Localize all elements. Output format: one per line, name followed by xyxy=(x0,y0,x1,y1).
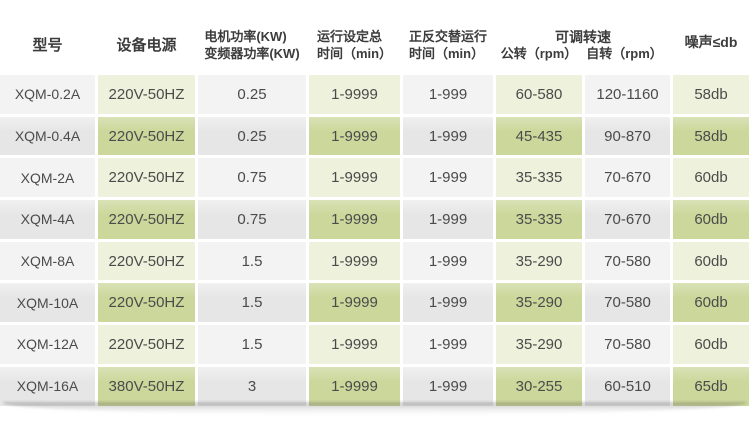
cell-motor-power: 0.25 xyxy=(198,116,306,156)
cell-noise: 60db xyxy=(673,158,749,198)
cell-run-time: 1-9999 xyxy=(309,116,400,156)
cell-noise: 60db xyxy=(673,283,749,323)
cell-run-time: 1-9999 xyxy=(309,200,400,239)
cell-power-supply: 220V-50HZ xyxy=(98,75,195,114)
cell-noise: 60db xyxy=(673,200,749,239)
cell-model: XQM-0.4A xyxy=(0,116,95,156)
table-header-row: 型号 设备电源 电机功率(KW) 变频器功率(KW) 运行设定总 时间（min）… xyxy=(0,10,749,72)
cell-model: XQM-2A xyxy=(0,158,95,198)
cell-run-time: 1-9999 xyxy=(309,325,400,364)
cell-alt-time: 1-999 xyxy=(403,283,493,323)
cell-rotation-speed: 70-670 xyxy=(585,200,670,239)
cell-power-supply: 220V-50HZ xyxy=(98,325,195,364)
cell-power-supply: 220V-50HZ xyxy=(98,200,195,239)
cell-motor-power: 1.5 xyxy=(198,241,306,281)
cell-rotation-speed: 90-870 xyxy=(585,116,670,156)
header-run-time-line1: 运行设定总 xyxy=(316,29,382,45)
cell-noise: 65db xyxy=(673,366,749,406)
header-alt-time: 正反交替运行 时间（min） xyxy=(403,10,493,72)
cell-motor-power: 0.75 xyxy=(198,200,306,239)
table-row: XQM-8A 220V-50HZ 1.5 1-9999 1-999 35-290… xyxy=(0,241,749,281)
cell-revolution-speed: 35-335 xyxy=(496,158,582,198)
cell-motor-power: 3 xyxy=(198,366,306,406)
cell-model: XQM-16A xyxy=(0,366,95,406)
header-noise: 噪声≤db xyxy=(684,34,738,50)
cell-power-supply: 220V-50HZ xyxy=(98,283,195,323)
cell-rotation-speed: 70-580 xyxy=(585,241,670,281)
cell-rotation-speed: 60-510 xyxy=(585,366,670,406)
cell-power-supply: 220V-50HZ xyxy=(98,241,195,281)
cell-run-time: 1-9999 xyxy=(309,283,400,323)
header-power-supply: 设备电源 xyxy=(116,37,177,54)
header-motor-power-line2: 变频器功率(KW) xyxy=(204,46,300,61)
cell-alt-time: 1-999 xyxy=(403,325,493,364)
table-body: XQM-0.2A 220V-50HZ 0.25 1-9999 1-999 60-… xyxy=(0,75,749,406)
table-bottom-shadow xyxy=(3,402,746,415)
cell-power-supply: 380V-50HZ xyxy=(98,366,195,406)
cell-run-time: 1-9999 xyxy=(309,75,400,114)
header-run-time-lines: 运行设定总 时间（min） xyxy=(317,29,392,63)
table-row: XQM-2A 220V-50HZ 0.75 1-9999 1-999 35-33… xyxy=(0,158,749,198)
header-alt-time-line1: 正反交替运行 xyxy=(408,29,487,45)
cell-revolution-speed: 60-580 xyxy=(496,75,582,114)
header-run-time: 运行设定总 时间（min） xyxy=(309,10,400,72)
cell-alt-time: 1-999 xyxy=(403,200,493,239)
cell-motor-power: 0.25 xyxy=(198,75,306,114)
cell-model: XQM-10A xyxy=(0,283,95,323)
cell-alt-time: 1-999 xyxy=(403,75,493,114)
table-row: XQM-0.2A 220V-50HZ 0.25 1-9999 1-999 60-… xyxy=(0,75,749,114)
table-row: XQM-10A 220V-50HZ 1.5 1-9999 1-999 35-29… xyxy=(0,283,749,323)
header-motor-power-lines: 电机功率(KW) 变频器功率(KW) xyxy=(204,29,299,63)
cell-revolution-speed: 35-290 xyxy=(496,325,582,364)
cell-motor-power: 0.75 xyxy=(198,158,306,198)
cell-revolution-speed: 35-290 xyxy=(496,283,582,323)
cell-model: XQM-0.2A xyxy=(0,75,95,114)
cell-power-supply: 220V-50HZ xyxy=(98,116,195,156)
header-motor-power: 电机功率(KW) 变频器功率(KW) xyxy=(198,10,306,72)
cell-model: XQM-4A xyxy=(0,200,95,239)
cell-alt-time: 1-999 xyxy=(403,158,493,198)
spec-table: 型号 设备电源 电机功率(KW) 变频器功率(KW) 运行设定总 时间（min）… xyxy=(0,10,749,406)
cell-alt-time: 1-999 xyxy=(403,366,493,406)
cell-motor-power: 1.5 xyxy=(198,325,306,364)
header-run-time-line2: 时间（min） xyxy=(316,46,393,61)
header-speed-subheaders: 公转（rpm） 自转（rpm） xyxy=(496,46,670,63)
cell-power-supply: 220V-50HZ xyxy=(98,158,195,198)
cell-revolution-speed: 35-290 xyxy=(496,241,582,281)
header-revolution-speed: 公转（rpm） xyxy=(500,45,578,61)
cell-alt-time: 1-999 xyxy=(403,241,493,281)
cell-rotation-speed: 120-1160 xyxy=(585,75,670,114)
cell-rotation-speed: 70-670 xyxy=(585,158,670,198)
cell-run-time: 1-9999 xyxy=(309,366,400,406)
header-speed-group: 可调转速 公转（rpm） 自转（rpm） xyxy=(496,10,670,72)
header-alt-time-lines: 正反交替运行 时间（min） xyxy=(409,29,487,63)
header-model: 型号 xyxy=(32,37,63,54)
table-row: XQM-12A 220V-50HZ 1.5 1-9999 1-999 35-29… xyxy=(0,325,749,364)
cell-rotation-speed: 70-580 xyxy=(585,283,670,323)
cell-noise: 58db xyxy=(673,116,749,156)
cell-alt-time: 1-999 xyxy=(403,116,493,156)
header-rotation-speed: 自转（rpm） xyxy=(586,45,663,61)
cell-model: XQM-12A xyxy=(0,325,95,364)
cell-motor-power: 1.5 xyxy=(198,283,306,323)
cell-revolution-speed: 35-335 xyxy=(496,200,582,239)
cell-revolution-speed: 45-435 xyxy=(496,116,582,156)
header-alt-time-line2: 时间（min） xyxy=(408,46,485,61)
cell-run-time: 1-9999 xyxy=(309,241,400,281)
cell-model: XQM-8A xyxy=(0,241,95,281)
cell-rotation-speed: 70-580 xyxy=(585,325,670,364)
table-row: XQM-16A 380V-50HZ 3 1-9999 1-999 30-255 … xyxy=(0,366,749,406)
cell-run-time: 1-9999 xyxy=(309,158,400,198)
header-speed-group-title: 可调转速 xyxy=(555,29,611,46)
cell-noise: 58db xyxy=(673,75,749,114)
cell-noise: 60db xyxy=(673,325,749,364)
table-row: XQM-0.4A 220V-50HZ 0.25 1-9999 1-999 45-… xyxy=(0,116,749,156)
cell-noise: 60db xyxy=(673,241,749,281)
table-row: XQM-4A 220V-50HZ 0.75 1-9999 1-999 35-33… xyxy=(0,200,749,239)
cell-revolution-speed: 30-255 xyxy=(496,366,582,406)
header-motor-power-line1: 电机功率(KW) xyxy=(204,29,287,45)
